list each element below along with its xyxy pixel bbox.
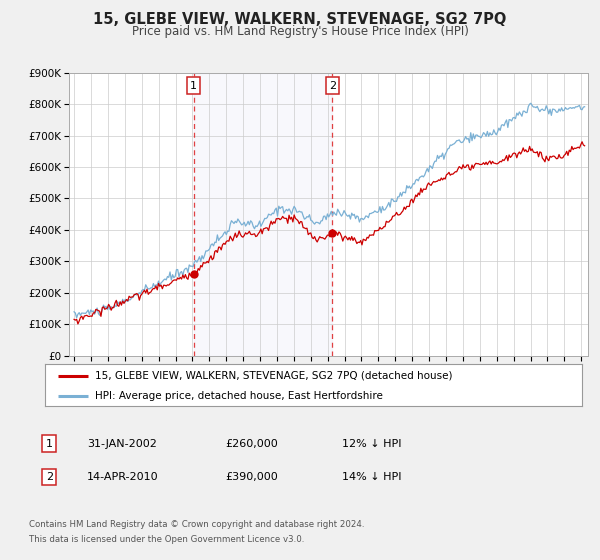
Text: 14-APR-2010: 14-APR-2010 xyxy=(87,472,158,482)
Text: 1: 1 xyxy=(190,81,197,91)
Text: 15, GLEBE VIEW, WALKERN, STEVENAGE, SG2 7PQ: 15, GLEBE VIEW, WALKERN, STEVENAGE, SG2 … xyxy=(94,12,506,27)
Text: Price paid vs. HM Land Registry's House Price Index (HPI): Price paid vs. HM Land Registry's House … xyxy=(131,25,469,38)
Text: 1: 1 xyxy=(46,438,53,449)
Text: HPI: Average price, detached house, East Hertfordshire: HPI: Average price, detached house, East… xyxy=(95,391,383,401)
Text: 2: 2 xyxy=(329,81,336,91)
Text: Contains HM Land Registry data © Crown copyright and database right 2024.: Contains HM Land Registry data © Crown c… xyxy=(29,520,364,529)
Text: 2: 2 xyxy=(46,472,53,482)
Text: £390,000: £390,000 xyxy=(225,472,278,482)
Text: This data is licensed under the Open Government Licence v3.0.: This data is licensed under the Open Gov… xyxy=(29,535,304,544)
Text: £260,000: £260,000 xyxy=(225,438,278,449)
Text: 31-JAN-2002: 31-JAN-2002 xyxy=(87,438,157,449)
Bar xyxy=(194,73,332,356)
Text: 12% ↓ HPI: 12% ↓ HPI xyxy=(342,438,401,449)
Text: 14% ↓ HPI: 14% ↓ HPI xyxy=(342,472,401,482)
Text: 15, GLEBE VIEW, WALKERN, STEVENAGE, SG2 7PQ (detached house): 15, GLEBE VIEW, WALKERN, STEVENAGE, SG2 … xyxy=(95,371,452,381)
